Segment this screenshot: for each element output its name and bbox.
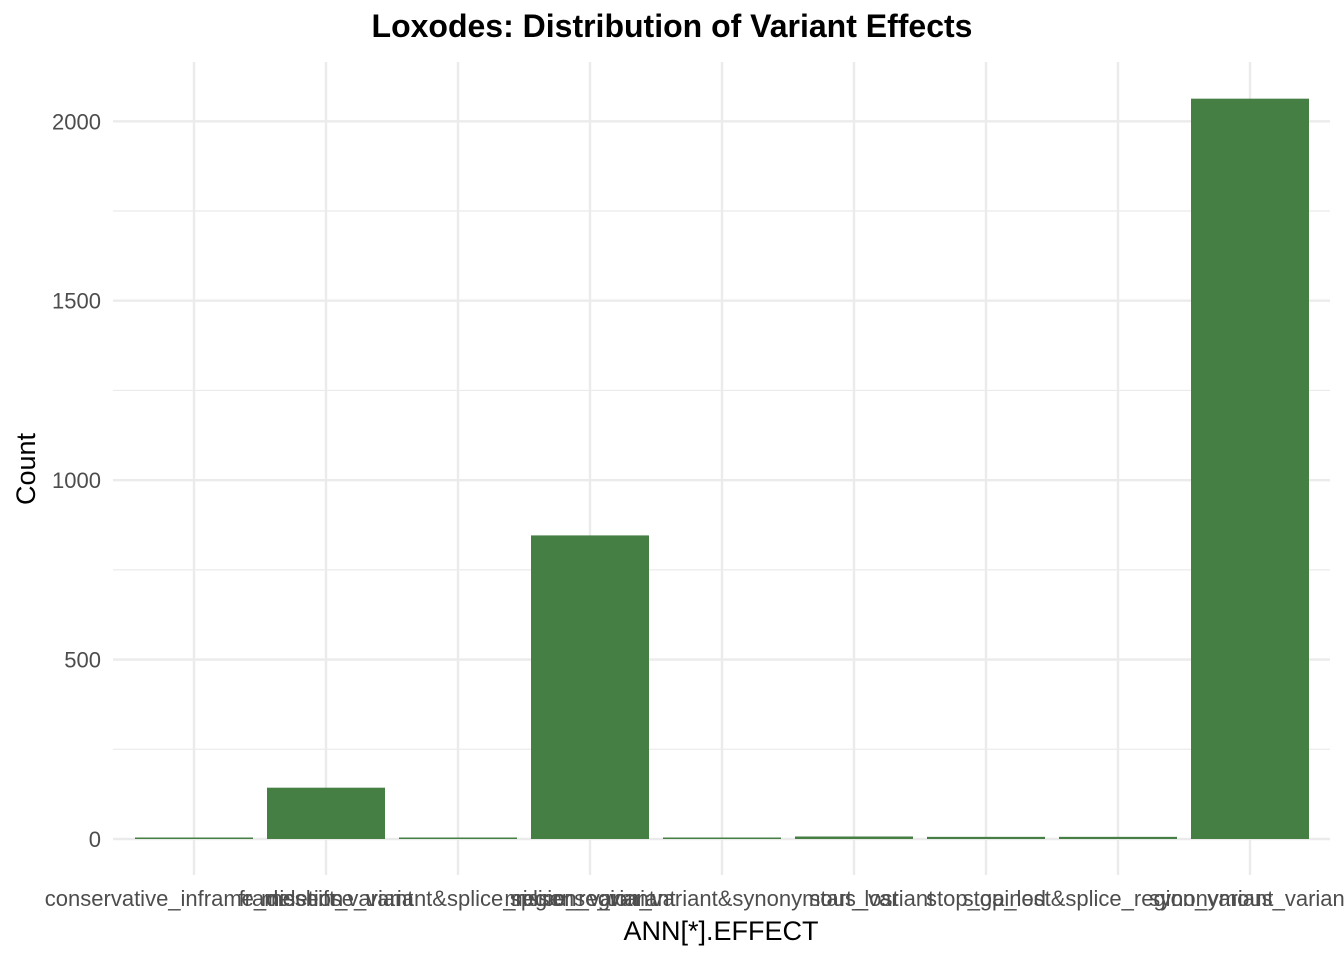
bar-conservative-inframe-deletion <box>135 837 253 839</box>
x-axis-title: ANN[*].EFFECT <box>623 916 818 946</box>
bar-frameshift-variant <box>267 787 385 839</box>
y-tick-label: 500 <box>64 648 101 673</box>
y-tick-label: 1500 <box>52 289 101 314</box>
bar-splice-region-variant-synonymous-variant <box>663 837 781 839</box>
bar-missense-variant-splice-region-variant <box>399 837 517 839</box>
x-tick-label: splice_region_variant&synonymous_variant <box>510 886 934 911</box>
x-tick-label: synonymous_variant <box>1149 886 1344 911</box>
y-axis-ticks: 0 500 1000 1500 2000 <box>52 109 101 852</box>
bar-synonymous-variant <box>1191 98 1309 839</box>
chart-title: Loxodes: Distribution of Variant Effects <box>371 8 973 44</box>
y-axis-title: Count <box>11 432 41 505</box>
y-tick-label: 2000 <box>52 109 101 134</box>
x-axis-ticks: conservative_inframe_deletionframeshift_… <box>45 886 1344 911</box>
bar-stop-gained <box>927 836 1045 839</box>
y-tick-label: 0 <box>89 827 101 852</box>
x-tick-label: start_lost <box>809 886 898 911</box>
bar-missense-variant <box>531 535 649 839</box>
grid-lines <box>113 62 1330 875</box>
x-tick-label: conservative_inframe_deletion <box>45 886 343 911</box>
x-tick-label: stop_gained <box>926 886 1046 911</box>
bars <box>135 98 1309 839</box>
x-tick-label: frameshift_variant <box>239 886 414 911</box>
bar-stop-lost-splice-region-variant <box>1059 836 1177 839</box>
bar-start-lost <box>795 836 913 839</box>
y-tick-label: 1000 <box>52 468 101 493</box>
x-tick-label: stop_lost&splice_region_variant <box>963 886 1274 911</box>
x-tick-label: missense_variant <box>504 886 675 911</box>
x-tick-label: missense_variant&splice_region_variant <box>261 886 655 911</box>
